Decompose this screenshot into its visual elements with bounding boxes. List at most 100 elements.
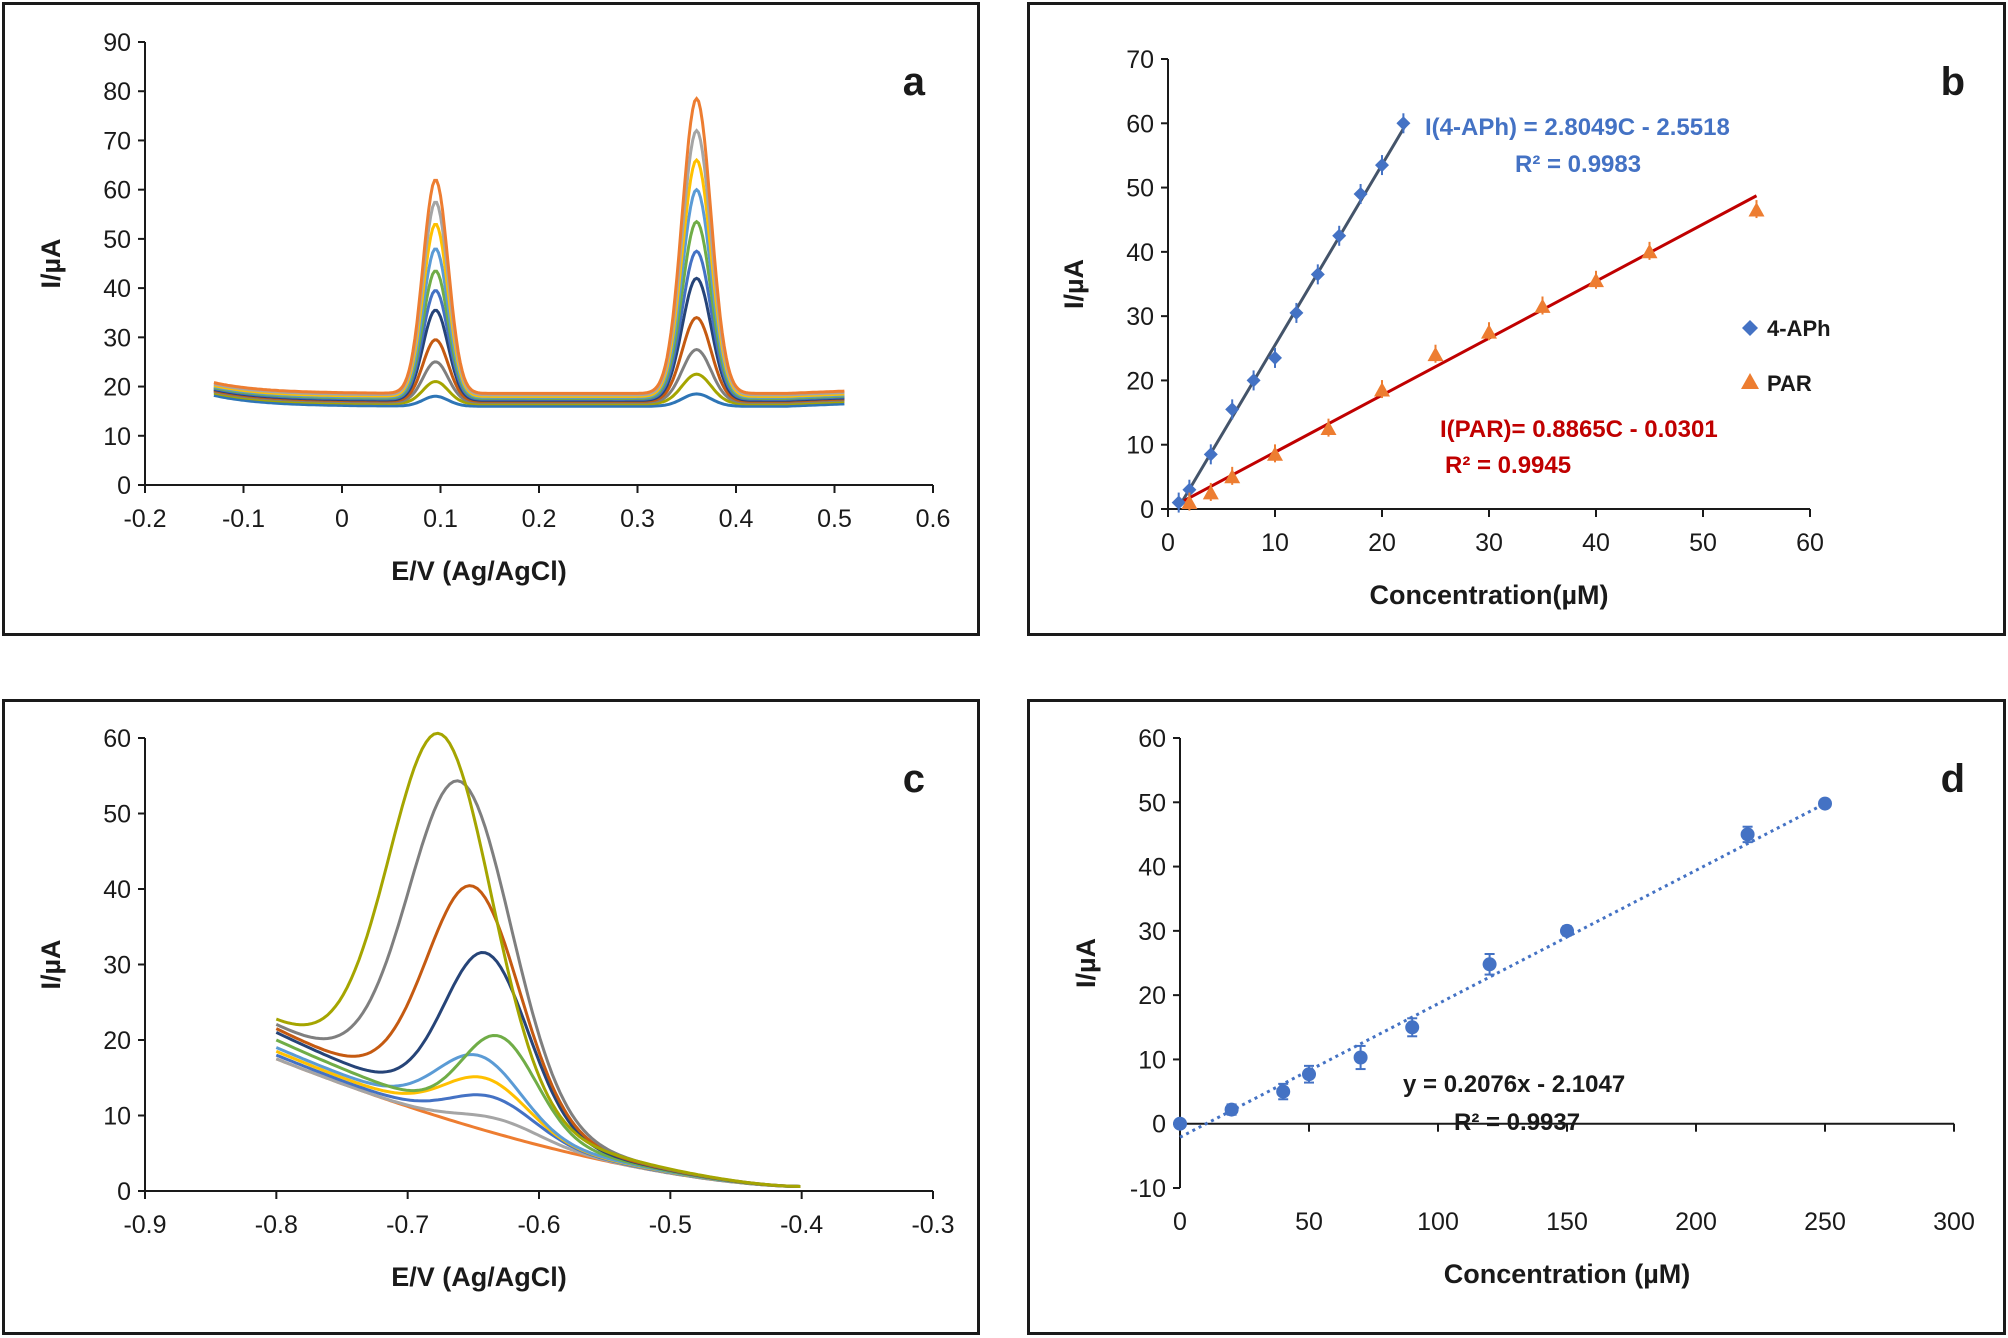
x-tick-label: -0.5 (649, 1211, 692, 1239)
x-tick-label: -0.8 (255, 1211, 298, 1239)
dpv-curve (213, 276, 845, 402)
r2-par: R² = 0.9945 (1445, 452, 1571, 479)
y-tick-label: 40 (103, 876, 131, 904)
x-tick-label: 0 (1161, 529, 1175, 557)
y-axis-title: I/µA (1071, 938, 1101, 988)
y-axis-title: I/µA (1059, 259, 1089, 309)
swv-curve (275, 950, 801, 1188)
data-point-4aph (1353, 187, 1368, 201)
x-tick-label: 100 (1417, 1208, 1459, 1236)
data-point-par (1481, 324, 1497, 339)
data-point-4aph (1332, 228, 1347, 243)
data-point-par (1427, 346, 1444, 362)
y-tick-label: 10 (1126, 432, 1154, 460)
chart-b-svg: 0 10 20 30 40 50 60 70 0 10 20 30 40 50 60 Concentratio… (1059, 46, 1965, 610)
x-tick-label: -0.2 (123, 505, 166, 533)
y-tick-label: 0 (1140, 496, 1154, 524)
equation: y = 0.2076x - 2.1047 (1403, 1071, 1625, 1098)
y-tick-label: 40 (103, 275, 131, 303)
x-tick-label: 30 (1475, 529, 1503, 557)
x-tick-label: -0.3 (911, 1211, 954, 1239)
x-tick-label: 200 (1675, 1208, 1717, 1236)
dpv-curve (213, 249, 845, 401)
x-tick-label: 0 (335, 505, 349, 533)
x-tick-label: 150 (1546, 1208, 1588, 1236)
dpv-curve (213, 315, 845, 403)
swv-curve (275, 731, 801, 1188)
y-tick-label: 0 (117, 472, 131, 500)
equation-4aph: I(4-APh) = 2.8049C - 2.5518 (1425, 114, 1730, 141)
x-tick-label: 0 (1173, 1208, 1187, 1236)
x-tick-label: 0.4 (719, 505, 754, 533)
data-point (1353, 1050, 1368, 1065)
panel-c: 0 10 20 30 40 50 60 -0.9 -0.8 -0.7 -0.6 -0.5 -0.4 -0.… (2, 699, 980, 1335)
data-point-4aph (1225, 402, 1240, 417)
x-axis-title: Concentration(µM) (1369, 580, 1608, 610)
y-tick-label: 50 (1126, 175, 1154, 203)
panel-letter: c (903, 757, 925, 801)
data-point-par (1748, 202, 1765, 217)
panel-letter: b (1941, 60, 1965, 104)
data-point-4aph (1171, 495, 1186, 510)
data-point (1276, 1084, 1291, 1099)
data-point (1405, 1020, 1420, 1035)
y-tick-label: 20 (1126, 367, 1154, 395)
y-tick-label: 30 (103, 952, 131, 980)
y-tick-label: 30 (1126, 303, 1154, 331)
x-tick-label: 0.1 (423, 505, 458, 533)
data-point-par (1267, 446, 1283, 461)
data-point-par (1534, 298, 1551, 313)
data-point-par (1202, 484, 1219, 500)
y-tick-label: 40 (1126, 239, 1154, 267)
y-tick-label: 20 (1138, 982, 1166, 1010)
data-point-par (1588, 272, 1604, 288)
data-point-par (1320, 420, 1337, 436)
data-point (1740, 827, 1755, 842)
x-tick-label: 0.6 (916, 505, 951, 533)
data-point-4aph (1396, 116, 1411, 131)
legend-marker-4aph (1742, 320, 1758, 336)
y-axis-title: I/µA (36, 939, 66, 989)
y-tick-label: 10 (103, 423, 131, 451)
x-tick-label: 0.5 (817, 505, 852, 533)
data-point (1302, 1067, 1316, 1082)
x-axis-title: E/V (Ag/AgCl) (391, 556, 567, 586)
data-point-par (1641, 243, 1658, 259)
data-point (1482, 957, 1497, 972)
dpv-curve (213, 187, 845, 399)
data-point-4aph (1375, 158, 1389, 173)
data-point-par (1374, 382, 1390, 397)
x-axis-title: E/V (Ag/AgCl) (391, 1262, 567, 1292)
y-tick-label: 90 (103, 29, 131, 57)
y-tick-label: 70 (103, 127, 131, 155)
dpv-curve (213, 128, 845, 397)
x-tick-label: -0.9 (123, 1211, 166, 1239)
data-point-4aph (1246, 373, 1261, 388)
y-axis-title: I/µA (36, 238, 66, 288)
y-tick-label: 0 (117, 1178, 131, 1206)
fit-line-par (1183, 194, 1758, 502)
legend-label-par: PAR (1767, 371, 1812, 396)
x-tick-label: 60 (1796, 529, 1824, 557)
y-tick-label: 20 (103, 374, 131, 402)
data-point (1173, 1116, 1187, 1131)
data-point-4aph (1289, 305, 1304, 320)
panel-letter: d (1941, 757, 1965, 801)
y-tick-label: 20 (103, 1027, 131, 1055)
y-tick-label: 60 (103, 725, 131, 753)
data-point (1224, 1102, 1239, 1117)
y-tick-label: 60 (1126, 110, 1154, 138)
data-point-par (1181, 494, 1198, 509)
y-tick-label: 60 (103, 177, 131, 205)
panel-a: 0 10 20 30 40 50 60 70 80 90 -0.2 -0.1 0 0.1 0.2 0.3 0.4… (2, 2, 980, 636)
r2-4aph: R² = 0.9983 (1515, 151, 1641, 178)
data-point-4aph (1268, 350, 1282, 365)
y-tick-label: 40 (1138, 854, 1166, 882)
data-point (1818, 796, 1832, 811)
y-tick-label: -10 (1130, 1175, 1166, 1203)
y-tick-label: 50 (103, 801, 131, 829)
x-tick-label: -0.4 (780, 1211, 823, 1239)
x-tick-label: 0.3 (620, 505, 655, 533)
chart-c-svg: 0 10 20 30 40 50 60 -0.9 -0.8 -0.7 -0.6 -0.5 -0.4 -0.… (36, 725, 955, 1292)
